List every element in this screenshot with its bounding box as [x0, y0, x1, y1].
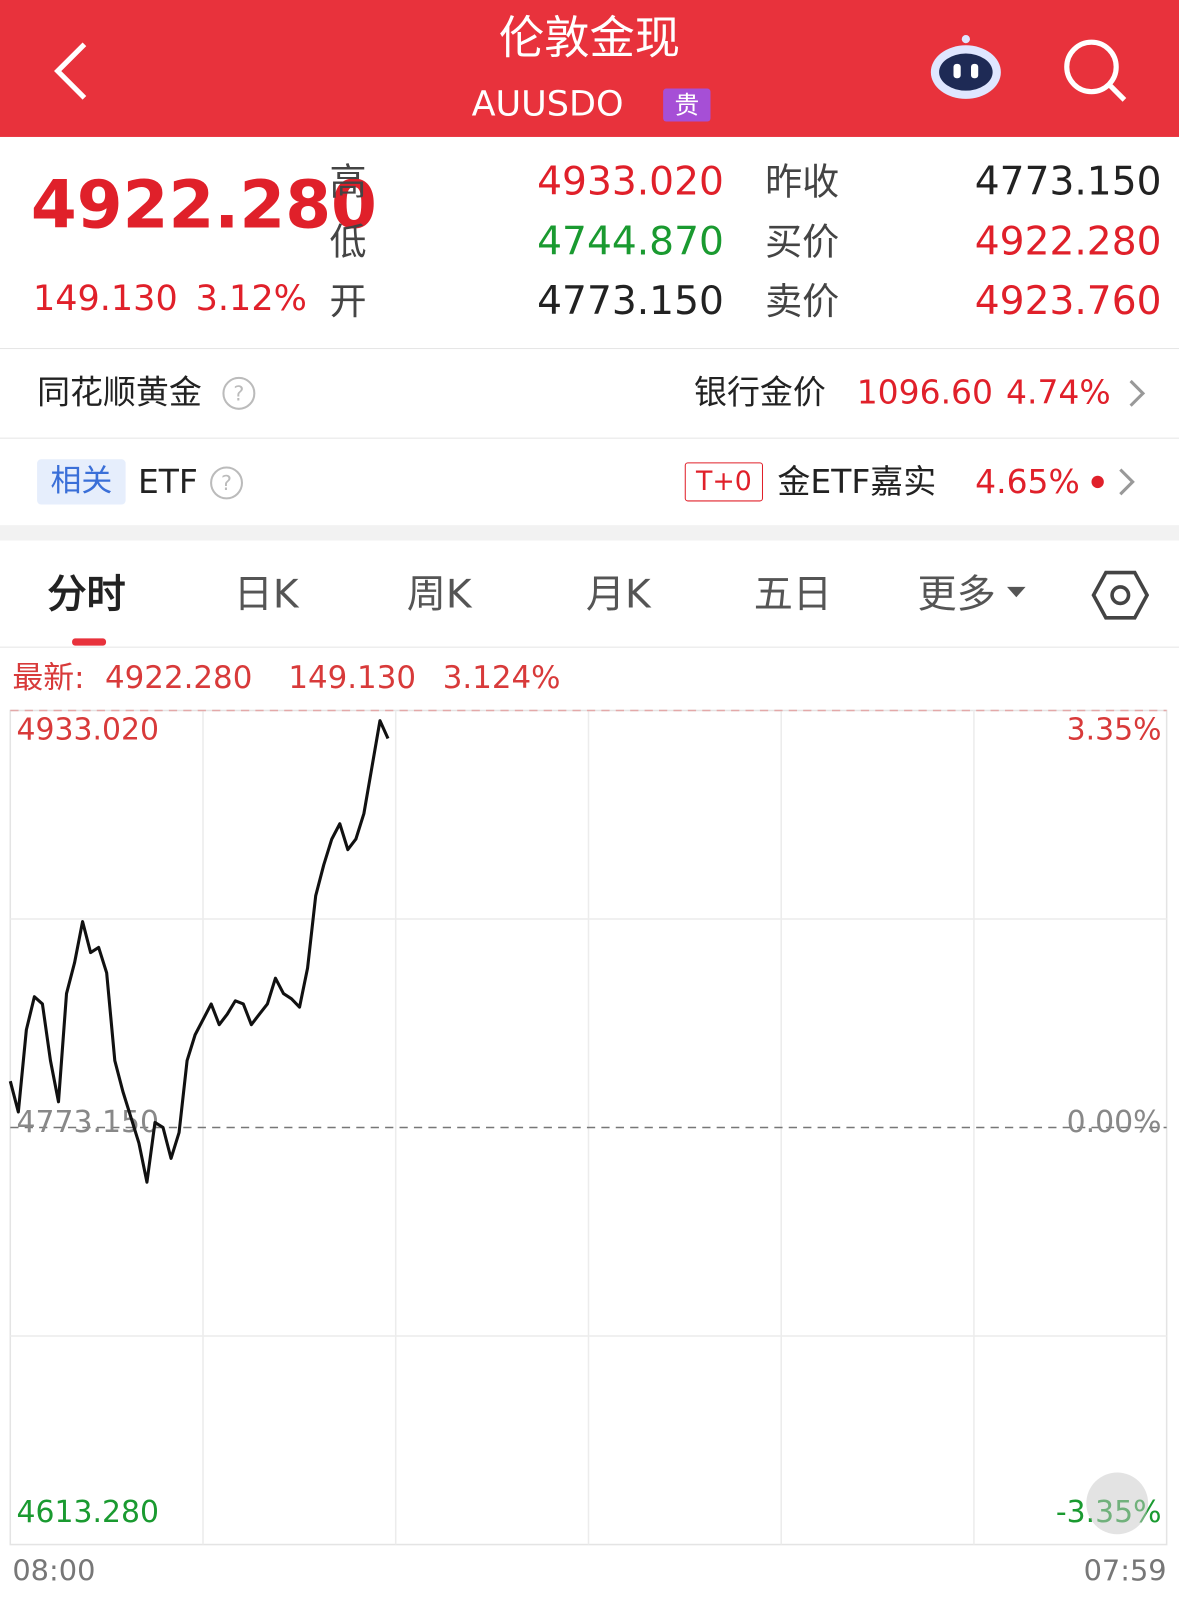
tab-indicator: [72, 638, 107, 646]
latest-info: 3.124%: [443, 660, 561, 696]
chart: 最新: 4922.280 149.130 3.124%4613.2804773.150…: [8, 660, 1168, 1587]
tab[interactable]: 五日: [753, 571, 833, 617]
settings-icon[interactable]: [1091, 568, 1150, 622]
stat-value: 4773.150: [974, 158, 1162, 204]
stat-value: 4922.280: [974, 218, 1162, 264]
title: 伦敦金现: [498, 12, 681, 65]
stat-label: 买价: [765, 221, 840, 264]
stat-value: 4744.870: [537, 218, 724, 264]
divider: [0, 646, 1179, 648]
fund-pct: 4.65%: [975, 462, 1080, 502]
divider: [0, 437, 1179, 439]
t0-badge: T+0: [684, 462, 764, 502]
divider: [0, 348, 1179, 350]
latest-info: 4922.280: [105, 660, 252, 696]
stat-label: 高: [329, 161, 367, 204]
y2-tick-label: 0.00%: [1067, 1105, 1162, 1140]
stat-value: 4923.760: [974, 278, 1162, 324]
gold-name: 同花顺黄金: [37, 372, 202, 412]
badge: 贵: [663, 88, 711, 122]
x-tick-label: 08:00: [12, 1553, 95, 1587]
bank-price: 1096.60: [856, 372, 993, 412]
tab[interactable]: 日K: [233, 571, 299, 617]
latest-info: 最新:: [12, 660, 84, 696]
etf-label: ETF: [137, 462, 198, 502]
stat-value: 4773.150: [537, 278, 724, 324]
svg-text:?: ?: [221, 471, 232, 495]
y-tick-label: 4933.020: [16, 713, 158, 748]
tab[interactable]: 周K: [406, 571, 472, 617]
stat-label: 低: [329, 221, 367, 264]
bank-label: 银行金价: [694, 372, 826, 412]
tab[interactable]: 更多: [917, 571, 996, 617]
stat-label: 卖价: [765, 281, 840, 324]
bank-pct: 4.74%: [1006, 372, 1111, 412]
gap: [0, 525, 1179, 541]
help-icon[interactable]: ?: [208, 464, 245, 501]
price: 4922.280: [30, 167, 377, 245]
tab[interactable]: 分时: [47, 571, 126, 617]
robot-icon[interactable]: [925, 31, 1007, 103]
fund-name: 金ETF嘉实: [777, 462, 937, 502]
chevron[interactable]: [1124, 377, 1149, 410]
change: 149.130: [32, 278, 178, 320]
stat-label: 开: [329, 281, 367, 324]
change-pct: 3.12%: [195, 278, 307, 320]
code: AUUSDO: [471, 83, 624, 125]
y2-tick-label: 3.35%: [1067, 713, 1162, 748]
svg-text:?: ?: [233, 381, 244, 405]
help-icon[interactable]: ?: [220, 375, 257, 412]
tag: 相关: [37, 459, 126, 505]
y-tick-label: 4613.280: [16, 1495, 158, 1530]
price-line: [8, 719, 390, 1184]
latest-info: 149.130: [288, 660, 416, 696]
dropdown-arrow: [1007, 586, 1026, 598]
tab[interactable]: 月K: [585, 571, 651, 617]
back-button[interactable]: [41, 36, 103, 108]
stat-value: 4933.020: [537, 158, 724, 204]
floating-button[interactable]: [1086, 1472, 1149, 1535]
chevron[interactable]: [1087, 465, 1149, 498]
search-icon[interactable]: [1061, 36, 1133, 108]
stat-label: 昨收: [765, 161, 840, 204]
x-tick-label: 07:59: [1084, 1553, 1167, 1587]
